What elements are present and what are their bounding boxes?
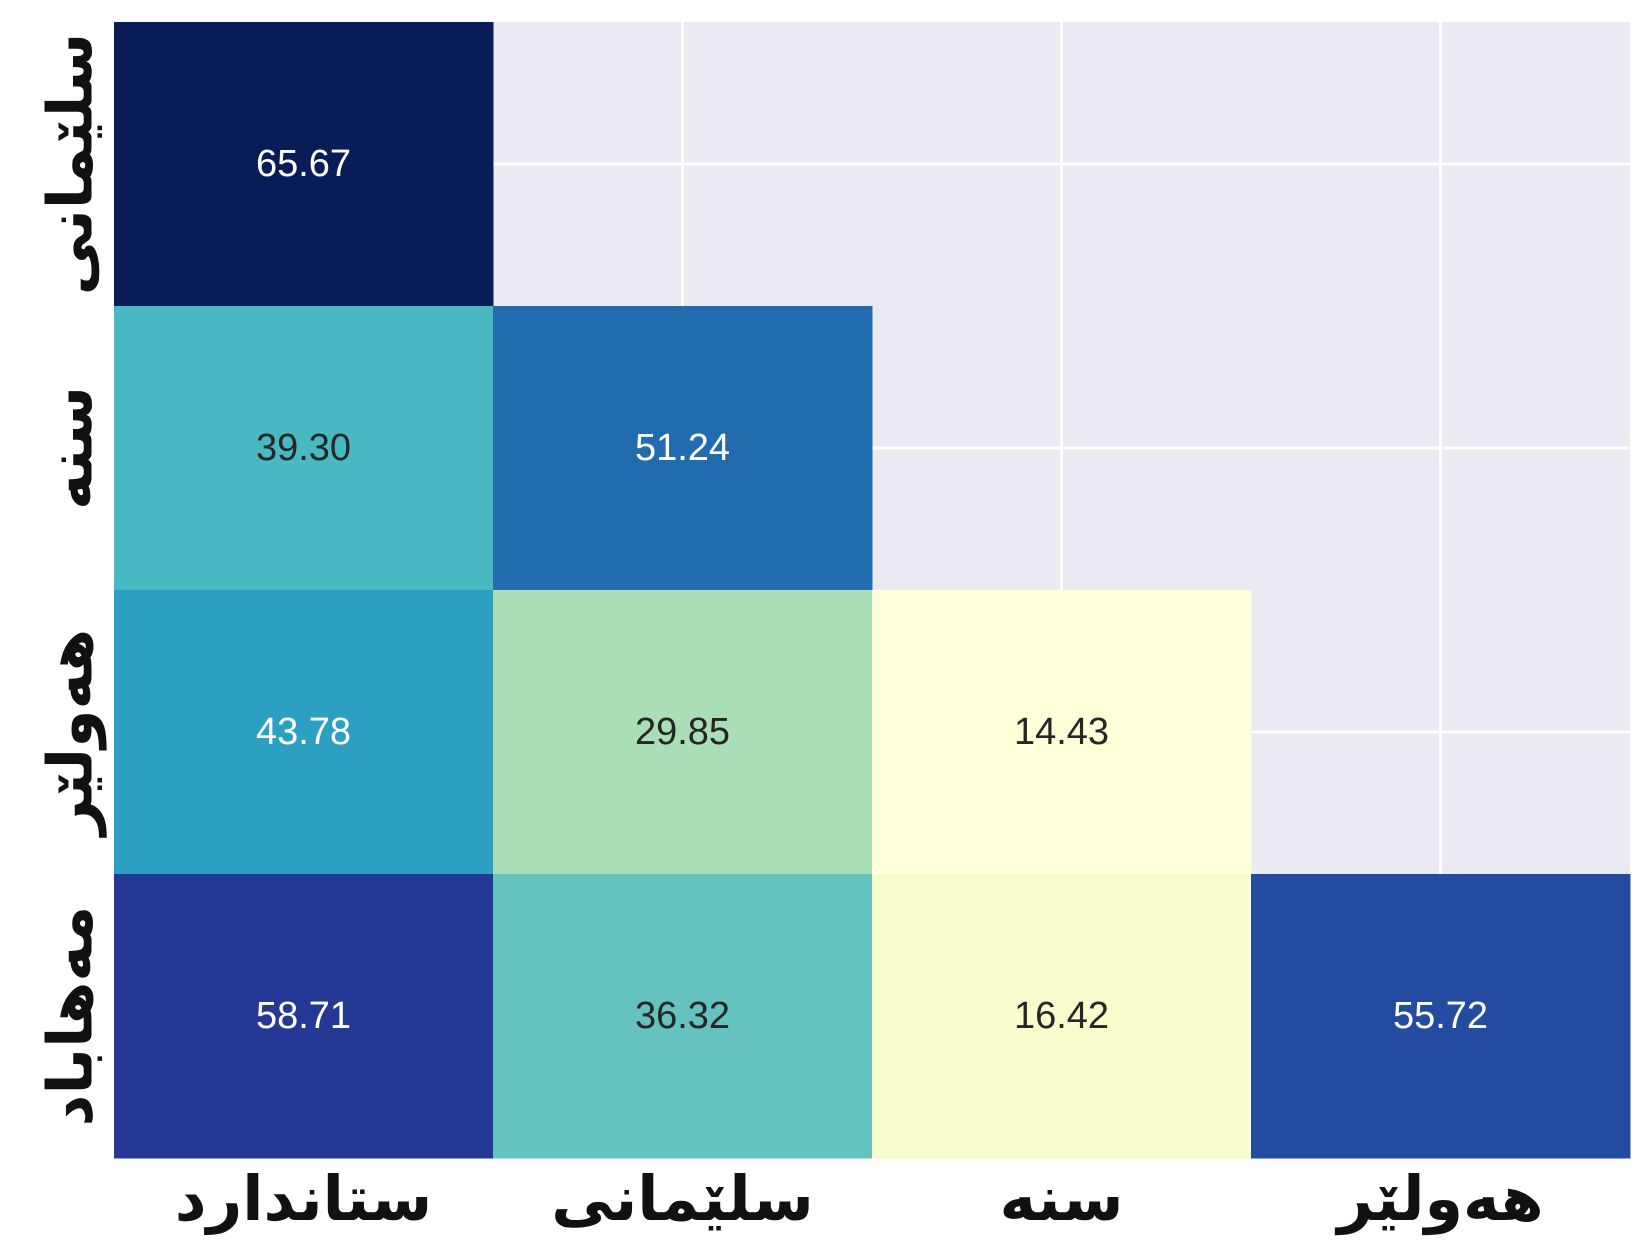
heatmap-cell xyxy=(114,22,494,307)
y-tick-label: سلێمانی xyxy=(34,33,107,295)
cell-value-label: 36.32 xyxy=(635,995,730,1037)
cell-value-label: 29.85 xyxy=(635,711,730,753)
y-tick-label: مەهاباد xyxy=(34,906,107,1127)
heatmap-cell xyxy=(493,306,873,591)
heatmap-cells: 65.67 39.30 51.24 43.78 29.85 14.43 58.71 36.32… xyxy=(114,22,1631,1159)
cell-value-label: 55.72 xyxy=(1393,995,1488,1037)
heatmap-cell xyxy=(114,590,494,875)
heatmap-cell xyxy=(114,306,494,591)
x-tick-label: ستاندارد xyxy=(175,1162,432,1235)
y-tick-label: سنە xyxy=(34,386,107,510)
x-tick-labels: ستاندارد سلێمانی سنە هەولێر xyxy=(175,1162,1544,1235)
y-tick-label: هەولێر xyxy=(34,629,107,838)
cell-value-label: 51.24 xyxy=(635,427,730,469)
heatmap-cell xyxy=(872,874,1252,1159)
cell-value-label: 43.78 xyxy=(256,711,351,753)
x-tick-label: سلێمانی xyxy=(551,1162,813,1235)
heatmap-cell xyxy=(493,590,873,875)
heatmap-cell xyxy=(1251,874,1631,1159)
x-tick-label: هەولێر xyxy=(1334,1162,1543,1235)
heatmap-cell xyxy=(114,874,494,1159)
heatmap-cell xyxy=(872,590,1252,875)
cell-value-label: 14.43 xyxy=(1014,711,1109,753)
heatmap-cell xyxy=(493,874,873,1159)
cell-value-label: 39.30 xyxy=(256,427,351,469)
cell-value-label: 16.42 xyxy=(1014,995,1109,1037)
cell-value-label: 58.71 xyxy=(256,995,351,1037)
y-tick-labels: سلێمانی سنە هەولێر مەهاباد xyxy=(34,33,107,1127)
cell-value-label: 65.67 xyxy=(256,143,351,185)
x-tick-label: سنە xyxy=(1000,1162,1124,1235)
